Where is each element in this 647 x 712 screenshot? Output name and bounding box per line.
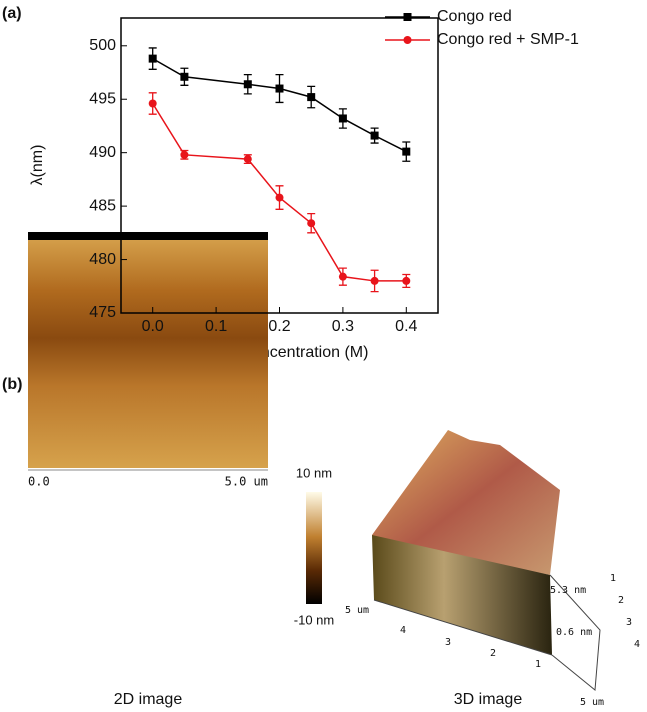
y-tick-label: 480 <box>89 251 116 268</box>
colorbar-label: 10 nm <box>296 465 332 480</box>
axis-label: 5 um <box>580 697 604 708</box>
axis-tick: 3 <box>626 617 632 628</box>
legend-label: Congo red + SMP-1 <box>437 31 579 48</box>
marker <box>338 272 347 281</box>
caption: 2D image <box>114 691 183 708</box>
marker <box>370 131 379 140</box>
legend-marker <box>403 36 412 44</box>
x-tick-label: 0.1 <box>205 318 227 335</box>
axis-tick: 2 <box>618 595 624 606</box>
marker <box>180 72 189 81</box>
legend-marker <box>403 13 412 21</box>
axis-tick: 1 <box>610 573 616 584</box>
colorbar <box>306 492 322 604</box>
marker <box>148 99 157 108</box>
y-tick-label: 500 <box>89 37 116 54</box>
axis-label: 5 um <box>345 605 369 616</box>
y-tick-label: 475 <box>89 304 116 321</box>
series-line <box>152 103 407 282</box>
image-edge <box>28 232 268 240</box>
legend-label: Congo red <box>437 8 512 25</box>
marker <box>370 276 379 285</box>
axis-box <box>549 574 601 691</box>
marker <box>243 80 252 89</box>
y-tick-label: 490 <box>89 144 116 161</box>
panel-label: (b) <box>2 376 22 393</box>
axis-tick: 3 <box>445 637 451 648</box>
marker <box>338 114 347 123</box>
x-tick-label: 0.4 <box>395 318 417 335</box>
marker <box>307 93 316 102</box>
axis-tick: 2 <box>490 648 496 659</box>
afm-3d-front <box>372 535 552 655</box>
x-tick-label: 0.2 <box>268 318 290 335</box>
afm-2d-image <box>28 232 268 468</box>
z-label: 5.3 nm <box>550 585 586 596</box>
y-axis-title: λ(nm) <box>29 145 46 186</box>
axis-box <box>373 599 553 656</box>
afm-3d-surface <box>372 430 560 575</box>
colorbar-label: -10 nm <box>294 612 334 627</box>
panel-label: (a) <box>2 5 22 22</box>
marker <box>148 54 157 63</box>
y-tick-label: 495 <box>89 90 116 107</box>
marker <box>402 147 411 156</box>
scale-label: 5.0 um <box>225 475 268 489</box>
marker <box>180 150 189 159</box>
marker <box>275 84 284 93</box>
caption: 3D image <box>454 691 523 708</box>
series-line <box>152 57 407 153</box>
marker <box>243 155 252 164</box>
y-tick-label: 485 <box>89 197 116 214</box>
x-tick-label: 0.3 <box>332 318 354 335</box>
z-label: 0.6 nm <box>556 627 592 638</box>
axis-tick: 1 <box>535 659 541 670</box>
scale-label: 0.0 <box>28 475 50 489</box>
x-tick-label: 0.0 <box>142 318 164 335</box>
marker <box>307 219 316 228</box>
axis-tick: 4 <box>400 625 406 636</box>
marker <box>275 193 284 202</box>
axis-tick: 4 <box>634 639 640 650</box>
marker <box>402 276 411 285</box>
